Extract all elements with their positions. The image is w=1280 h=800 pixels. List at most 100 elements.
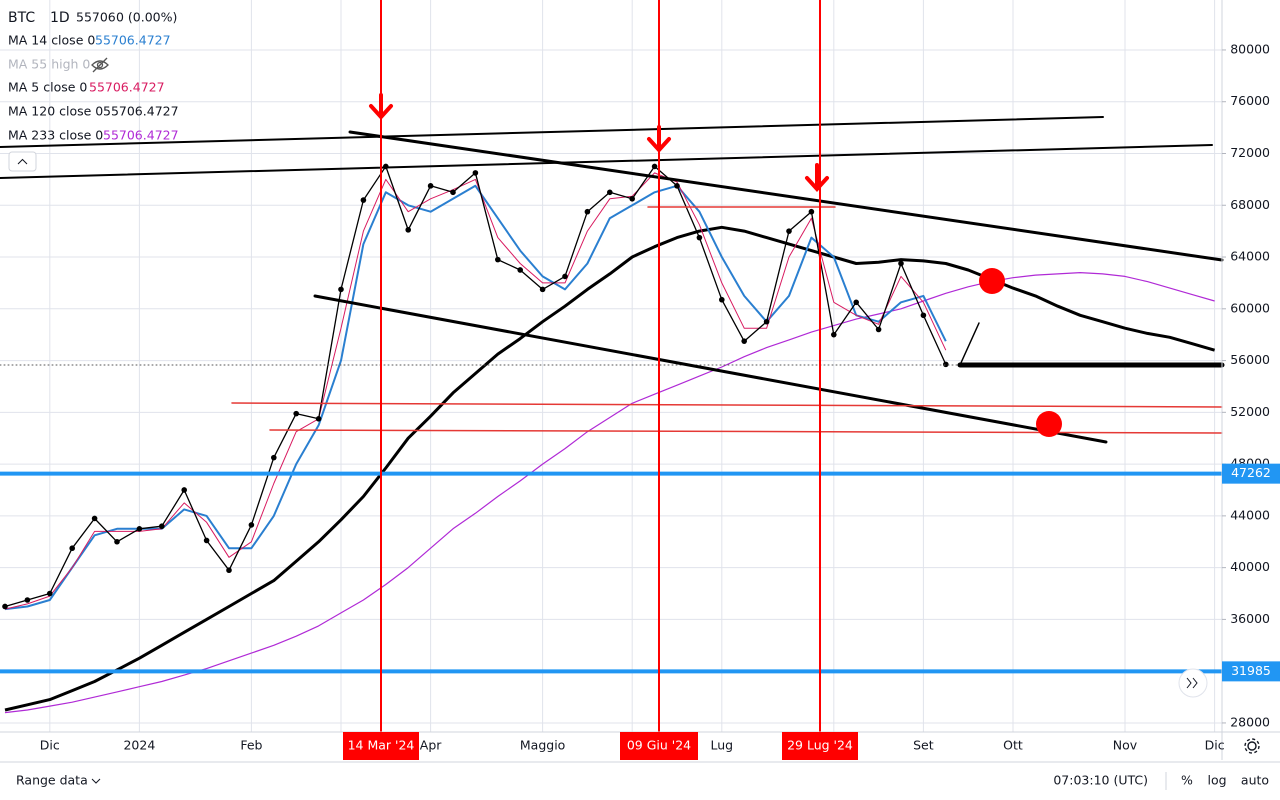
y-tick-label: 76000 xyxy=(1230,93,1270,108)
x-tick-label: Dic xyxy=(40,738,60,753)
price-dot xyxy=(114,538,120,545)
price-dot xyxy=(786,228,792,234)
y-tick-label: 64000 xyxy=(1230,249,1270,264)
price-dot xyxy=(495,256,501,263)
marker-label: 29 Lug '24 xyxy=(787,738,853,753)
last-price: 55706 xyxy=(76,10,116,25)
legend-value: 55706.4727 xyxy=(103,104,179,119)
x-tick-label: 2024 xyxy=(123,738,155,753)
y-tick-label: 80000 xyxy=(1230,41,1270,56)
annotations xyxy=(0,0,1222,732)
price-dot xyxy=(315,416,322,422)
price-dot xyxy=(651,163,658,170)
trendline xyxy=(313,294,1108,444)
price-dot xyxy=(763,318,770,325)
scroll-button[interactable] xyxy=(1178,668,1208,698)
price-dot xyxy=(338,286,344,293)
toolbar: Range data 07:03:10 (UTC) % log auto xyxy=(16,772,1269,790)
y-tick-label: 28000 xyxy=(1230,714,1270,729)
price-dot xyxy=(853,299,859,306)
price-dot xyxy=(920,312,927,319)
price-dot xyxy=(24,597,31,603)
x-tick-label: Feb xyxy=(240,738,262,753)
price-dot xyxy=(584,208,591,215)
marker-tag xyxy=(343,732,419,760)
collapse-button[interactable] xyxy=(8,151,37,172)
clock: 07:03:10 (UTC) xyxy=(1053,773,1148,788)
red-dot xyxy=(979,268,1005,294)
price-dot xyxy=(248,522,255,528)
legend-value: 55706.4727 xyxy=(95,33,171,48)
change: 0 (0.00%) xyxy=(116,10,177,25)
legend-name: MA 233 close 0 xyxy=(8,128,103,143)
y-tick-label: 68000 xyxy=(1230,197,1270,212)
eye-off-icon[interactable] xyxy=(91,57,109,73)
series-layer xyxy=(2,163,1216,714)
price-dot xyxy=(91,515,98,522)
price-dot xyxy=(136,526,143,532)
x-tick-label: Ott xyxy=(1003,738,1023,753)
price-dot xyxy=(450,189,456,196)
price-dot xyxy=(47,590,53,597)
price-dot xyxy=(159,523,165,530)
marker-tag xyxy=(620,732,698,760)
dropdown-icon xyxy=(91,778,101,784)
trendline xyxy=(0,116,1104,148)
red-dot xyxy=(1036,411,1062,437)
price-dot xyxy=(674,183,680,189)
price-dot xyxy=(226,567,232,574)
price-dot xyxy=(696,234,703,241)
x-tick-label: Apr xyxy=(420,738,442,753)
red-level xyxy=(269,429,1223,434)
series-line xyxy=(4,225,1216,712)
marker-label: 14 Mar '24 xyxy=(348,738,415,753)
x-tick-label: Nov xyxy=(1113,738,1138,753)
price-dot xyxy=(405,227,412,233)
series-line xyxy=(4,272,1215,714)
legend-name: MA 5 close 0 xyxy=(8,80,87,95)
price-dot xyxy=(203,537,210,544)
price-dot xyxy=(719,296,725,303)
collapse-icon xyxy=(17,158,28,165)
auto-toggle[interactable]: auto xyxy=(1241,773,1269,788)
price-dot xyxy=(427,183,434,189)
price-dot xyxy=(943,361,949,368)
log-toggle[interactable]: log xyxy=(1207,773,1226,788)
legend-name: MA 14 close 0 xyxy=(8,33,95,48)
price-dot xyxy=(607,189,613,196)
level-label: 31985 xyxy=(1231,663,1271,678)
axes: 2800032000360004000044000480005200056000… xyxy=(40,41,1280,760)
x-tick-label: Maggio xyxy=(520,738,565,753)
price-dot xyxy=(271,454,277,461)
interval: 1D xyxy=(50,10,70,26)
trendline xyxy=(0,144,1213,179)
price-dot xyxy=(2,603,8,610)
price-dot xyxy=(562,273,568,280)
y-tick-label: 72000 xyxy=(1230,145,1270,160)
y-tick-label: 52000 xyxy=(1230,404,1270,419)
percent-toggle[interactable]: % xyxy=(1181,773,1193,788)
price-dot xyxy=(741,338,747,344)
arrow xyxy=(805,163,829,192)
y-tick-label: 36000 xyxy=(1230,611,1270,626)
range-button[interactable]: Range data xyxy=(16,773,88,788)
legend-name-hidden: MA 55 high 0 xyxy=(8,57,90,72)
price-dot xyxy=(875,326,882,333)
y-tick-label: 60000 xyxy=(1230,300,1270,315)
x-tick-label: Lug xyxy=(710,738,733,753)
x-tick-label: Dic xyxy=(1205,738,1225,753)
trendline xyxy=(959,322,980,366)
settings-icon[interactable] xyxy=(1244,738,1260,754)
price-dot xyxy=(360,197,367,203)
legend-value: 55706.4727 xyxy=(103,128,179,143)
price-dot xyxy=(181,487,187,493)
x-tick-label: Set xyxy=(913,738,934,753)
price-dot xyxy=(472,170,479,176)
price-dot xyxy=(517,267,523,273)
level-tag xyxy=(1222,463,1280,484)
symbol: BTC xyxy=(8,10,35,26)
legend: BTC 1D 55706 0 (0.00%) MA 14 close 0 557… xyxy=(8,10,179,172)
y-tick-label: 56000 xyxy=(1230,352,1270,367)
legend-name: MA 120 close 0 xyxy=(8,104,103,119)
